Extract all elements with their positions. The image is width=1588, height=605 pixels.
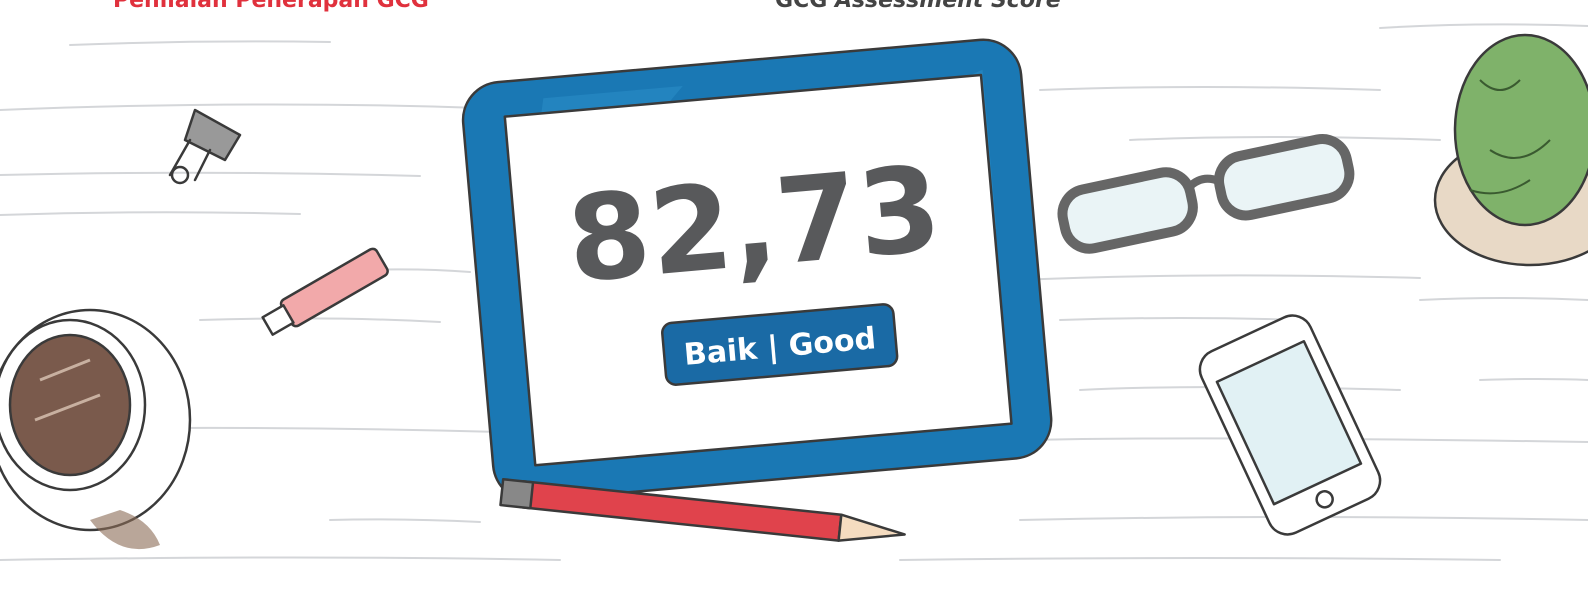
plant (1435, 35, 1588, 265)
usb-stick (260, 247, 389, 339)
phone (1193, 309, 1386, 541)
coffee-cup (0, 310, 190, 549)
illustration: Penilaian Penerapan GCG GCG Assessment S… (0, 0, 1588, 605)
glasses (1058, 134, 1354, 253)
tablet: 82,73 Baik | Good (460, 37, 1054, 504)
right-title-emphasis: Assessment Score (833, 0, 1061, 13)
right-title-prefix: GCG (775, 0, 827, 13)
pencil (500, 479, 905, 547)
left-title: Penilaian Penerapan GCG (113, 0, 429, 13)
right-title: GCG Assessment Score (775, 0, 1061, 13)
page: Penilaian Penerapan GCG GCG Assessment S… (0, 0, 1588, 605)
